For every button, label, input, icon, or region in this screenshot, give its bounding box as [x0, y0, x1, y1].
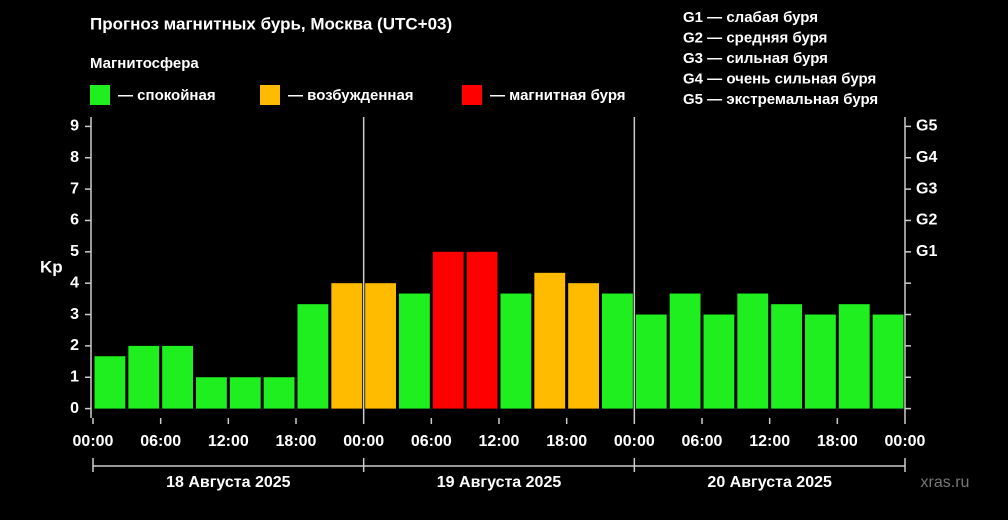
y2-tick-label: G2 [916, 212, 937, 229]
y2-tick-label: G5 [916, 118, 937, 135]
y-tick-label: 1 [70, 368, 79, 385]
date-label: 20 Августа 2025 [707, 474, 832, 491]
x-tick-label: 18:00 [817, 433, 858, 450]
scale-legend-item: G3 — сильная буря [683, 50, 828, 67]
bar [568, 283, 599, 409]
bar [602, 293, 633, 409]
date-label: 19 Августа 2025 [437, 474, 562, 491]
legend-label: — возбужденная [288, 87, 414, 104]
y-axis-label: Kp [40, 257, 63, 276]
legend-label: — спокойная [118, 87, 216, 104]
y2-tick-label: G4 [916, 149, 937, 166]
bar [466, 251, 498, 409]
bar [534, 272, 566, 409]
chart-title: Прогноз магнитных бурь, Москва (UTC+03) [90, 14, 452, 33]
bar [365, 283, 396, 409]
bar [297, 304, 329, 409]
legend-swatch [260, 85, 280, 105]
x-tick-label: 00:00 [73, 433, 114, 450]
bar [838, 304, 870, 409]
y-tick-label: 2 [70, 337, 79, 354]
scale-legend-item: G1 — слабая буря [683, 9, 818, 26]
x-tick-label: 06:00 [140, 433, 181, 450]
y-tick-label: 4 [70, 274, 79, 291]
bar [263, 377, 295, 409]
bar [872, 314, 904, 409]
x-tick-label: 12:00 [749, 433, 790, 450]
x-tick-label: 00:00 [614, 433, 655, 450]
x-tick-label: 18:00 [546, 433, 587, 450]
y-tick-label: 9 [70, 118, 79, 135]
x-tick-label: 18:00 [276, 433, 317, 450]
legend-swatch [90, 85, 110, 105]
bar [94, 356, 126, 409]
bar [162, 345, 193, 409]
x-tick-label: 00:00 [343, 433, 384, 450]
y2-tick-label: G1 [916, 243, 937, 260]
bar [331, 283, 363, 409]
bar [737, 293, 769, 409]
scale-legend-item: G2 — средняя буря [683, 29, 827, 46]
scale-legend-item: G5 — экстремальная буря [683, 91, 878, 108]
bar [399, 293, 430, 409]
x-tick-label: 06:00 [682, 433, 723, 450]
bar [229, 377, 261, 409]
x-tick-label: 00:00 [885, 433, 926, 450]
bar [432, 251, 464, 409]
x-tick-label: 06:00 [411, 433, 452, 450]
bar [703, 314, 735, 409]
y-tick-label: 3 [70, 306, 79, 323]
legend-title: Магнитосфера [90, 55, 199, 72]
x-tick-label: 12:00 [208, 433, 249, 450]
legend-swatch [462, 85, 482, 105]
watermark: xras.ru [921, 474, 970, 491]
y-tick-label: 7 [70, 180, 79, 197]
y-tick-label: 0 [70, 400, 79, 417]
scale-legend-item: G4 — очень сильная буря [683, 70, 876, 87]
date-label: 18 Августа 2025 [166, 474, 291, 491]
y2-tick-label: G3 [916, 180, 937, 197]
x-tick-label: 12:00 [479, 433, 520, 450]
bar [128, 345, 160, 409]
bar [500, 293, 532, 409]
bar [196, 377, 227, 409]
bar [669, 293, 701, 409]
y-tick-label: 6 [70, 212, 79, 229]
y-tick-label: 5 [70, 243, 79, 260]
bar [635, 314, 667, 409]
bar [771, 304, 802, 409]
bar [805, 314, 836, 409]
legend-label: — магнитная буря [490, 87, 626, 104]
y-tick-label: 8 [70, 149, 79, 166]
